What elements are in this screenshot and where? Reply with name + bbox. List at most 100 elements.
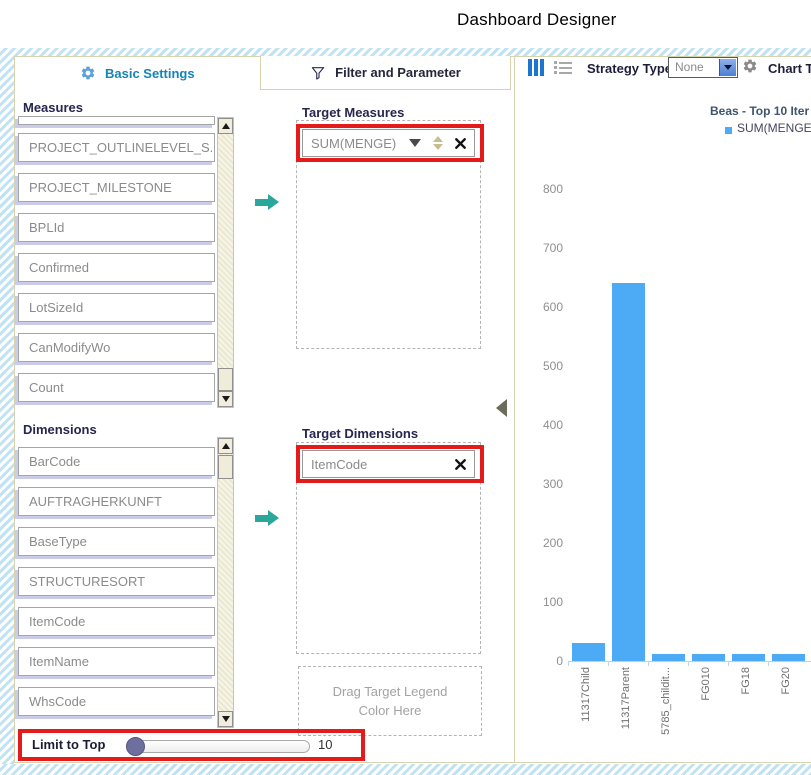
target-dimension-item[interactable]: ItemCode xyxy=(302,450,475,478)
x-axis-tick xyxy=(728,661,729,666)
background-stripes-bottom xyxy=(0,764,811,775)
list-item[interactable]: Confirmed xyxy=(18,253,215,282)
gear-icon xyxy=(742,58,758,74)
chart-bar xyxy=(651,654,685,661)
x-axis-category-label: FG20 xyxy=(780,667,792,695)
chart-title: Beas - Top 10 Iter xyxy=(710,104,810,118)
list-item-partial[interactable] xyxy=(18,116,215,125)
list-item[interactable]: CanModifyWo xyxy=(18,333,215,362)
target-measures-heading: Target Measures xyxy=(302,105,405,120)
tab-basic-settings[interactable]: Basic Settings xyxy=(80,60,195,86)
limit-slider-track[interactable] xyxy=(128,740,310,753)
legend-label: SUM(MENGE xyxy=(737,121,811,135)
arrow-up-icon xyxy=(221,443,230,449)
strategy-type-select[interactable]: None xyxy=(668,57,738,78)
list-item[interactable]: AUFTRAGHERKUNFT xyxy=(18,487,215,516)
tab-filter-and-parameter[interactable]: Filter and Parameter xyxy=(260,56,511,90)
y-axis-tick-label: 100 xyxy=(542,595,563,609)
panel-divider xyxy=(514,56,515,763)
filter-icon xyxy=(311,66,325,80)
target-dimension-label: ItemCode xyxy=(311,456,368,472)
measures-scrollbar[interactable] xyxy=(217,117,234,408)
chart-bar xyxy=(731,654,765,661)
scroll-down-button[interactable] xyxy=(218,391,233,407)
y-axis-tick-label: 300 xyxy=(542,477,563,491)
list-item[interactable]: BarCode xyxy=(18,447,215,476)
y-axis-tick-label: 500 xyxy=(542,359,563,373)
x-axis-tick xyxy=(648,661,649,666)
x-axis-tick xyxy=(568,661,569,666)
tab-filter-label: Filter and Parameter xyxy=(335,65,461,80)
transfer-arrow-icon xyxy=(255,194,279,210)
background-stripes-top xyxy=(0,48,811,56)
collapse-panel-icon[interactable] xyxy=(496,399,507,417)
chart-bar xyxy=(691,654,725,661)
y-axis-tick-label: 0 xyxy=(556,654,563,668)
x-axis-category-label: 5785_childit... xyxy=(660,667,672,735)
list-item[interactable]: ItemCode xyxy=(18,607,215,636)
list-view-icon[interactable] xyxy=(554,61,573,77)
x-axis-category-label: FG18 xyxy=(740,667,752,695)
measures-heading: Measures xyxy=(23,100,83,115)
target-dimensions-heading: Target Dimensions xyxy=(302,426,419,441)
dimensions-heading: Dimensions xyxy=(23,422,97,437)
sort-updown-icon[interactable] xyxy=(433,136,443,150)
x-axis-tick xyxy=(768,661,769,666)
chart-settings-button[interactable] xyxy=(742,58,758,77)
scrollbar-thumb[interactable] xyxy=(218,455,233,479)
x-axis-category-label: 11317Child xyxy=(580,667,592,722)
list-item[interactable]: WhsCode xyxy=(18,687,215,716)
scroll-up-button[interactable] xyxy=(218,118,233,134)
arrow-down-icon xyxy=(221,396,230,402)
chart-bar xyxy=(611,283,645,661)
legend-drop-hint: Drag Target Legend Color Here xyxy=(332,683,448,719)
dimensions-scrollbar[interactable] xyxy=(217,437,234,728)
legend-swatch xyxy=(725,127,732,134)
page-title: Dashboard Designer xyxy=(457,10,617,29)
y-axis-tick-label: 400 xyxy=(542,418,563,432)
x-axis-tick xyxy=(688,661,689,666)
background-stripes-left xyxy=(0,48,14,775)
strategy-type-label: Strategy Type xyxy=(587,61,673,76)
legend-color-dropzone[interactable]: Drag Target Legend Color Here xyxy=(298,666,482,736)
scroll-up-button[interactable] xyxy=(218,438,233,454)
limit-to-top-value: 10 xyxy=(318,737,333,752)
scroll-down-button[interactable] xyxy=(218,711,233,727)
bar-chart-view-icon[interactable] xyxy=(528,59,544,76)
chevron-down-icon[interactable] xyxy=(409,139,421,147)
arrow-down-icon xyxy=(724,65,732,70)
x-axis-category-label: FG010 xyxy=(700,667,712,701)
limit-to-top-label: Limit to Top xyxy=(32,737,106,752)
x-axis-category-label: 11317Parent xyxy=(620,667,632,730)
list-item[interactable]: ItemName xyxy=(18,647,215,676)
target-measure-item[interactable]: SUM(MENGE) xyxy=(302,129,475,157)
x-axis-line xyxy=(568,661,811,662)
arrow-down-icon xyxy=(221,716,230,722)
y-axis-tick-label: 800 xyxy=(542,182,563,196)
arrow-up-icon xyxy=(221,123,230,129)
list-item[interactable]: PROJECT_OUTLINELEVEL_S... xyxy=(18,133,215,162)
list-item[interactable]: BaseType xyxy=(18,527,215,556)
y-axis-tick-label: 200 xyxy=(542,536,563,550)
gear-icon xyxy=(80,65,96,81)
list-item[interactable]: BPLId xyxy=(18,213,215,242)
chart-type-label: Chart T xyxy=(768,61,811,76)
x-axis-tick xyxy=(608,661,609,666)
limit-slider-handle[interactable] xyxy=(126,737,145,756)
transfer-arrow-icon xyxy=(255,510,279,526)
list-item[interactable]: LotSizeId xyxy=(18,293,215,322)
dropdown-button[interactable] xyxy=(719,59,736,76)
remove-icon[interactable] xyxy=(455,458,466,470)
target-measure-label: SUM(MENGE) xyxy=(311,135,397,151)
chart-bar xyxy=(771,654,805,661)
list-item[interactable]: Count xyxy=(18,373,215,402)
y-axis-tick-label: 600 xyxy=(542,300,563,314)
strategy-type-value: None xyxy=(675,60,704,74)
list-item[interactable]: PROJECT_MILESTONE xyxy=(18,173,215,202)
scrollbar-thumb[interactable] xyxy=(218,368,233,391)
remove-icon[interactable] xyxy=(455,137,466,149)
chart-bar xyxy=(571,643,605,661)
list-item[interactable]: STRUCTURESORT xyxy=(18,567,215,596)
tab-basic-settings-label: Basic Settings xyxy=(105,65,195,81)
